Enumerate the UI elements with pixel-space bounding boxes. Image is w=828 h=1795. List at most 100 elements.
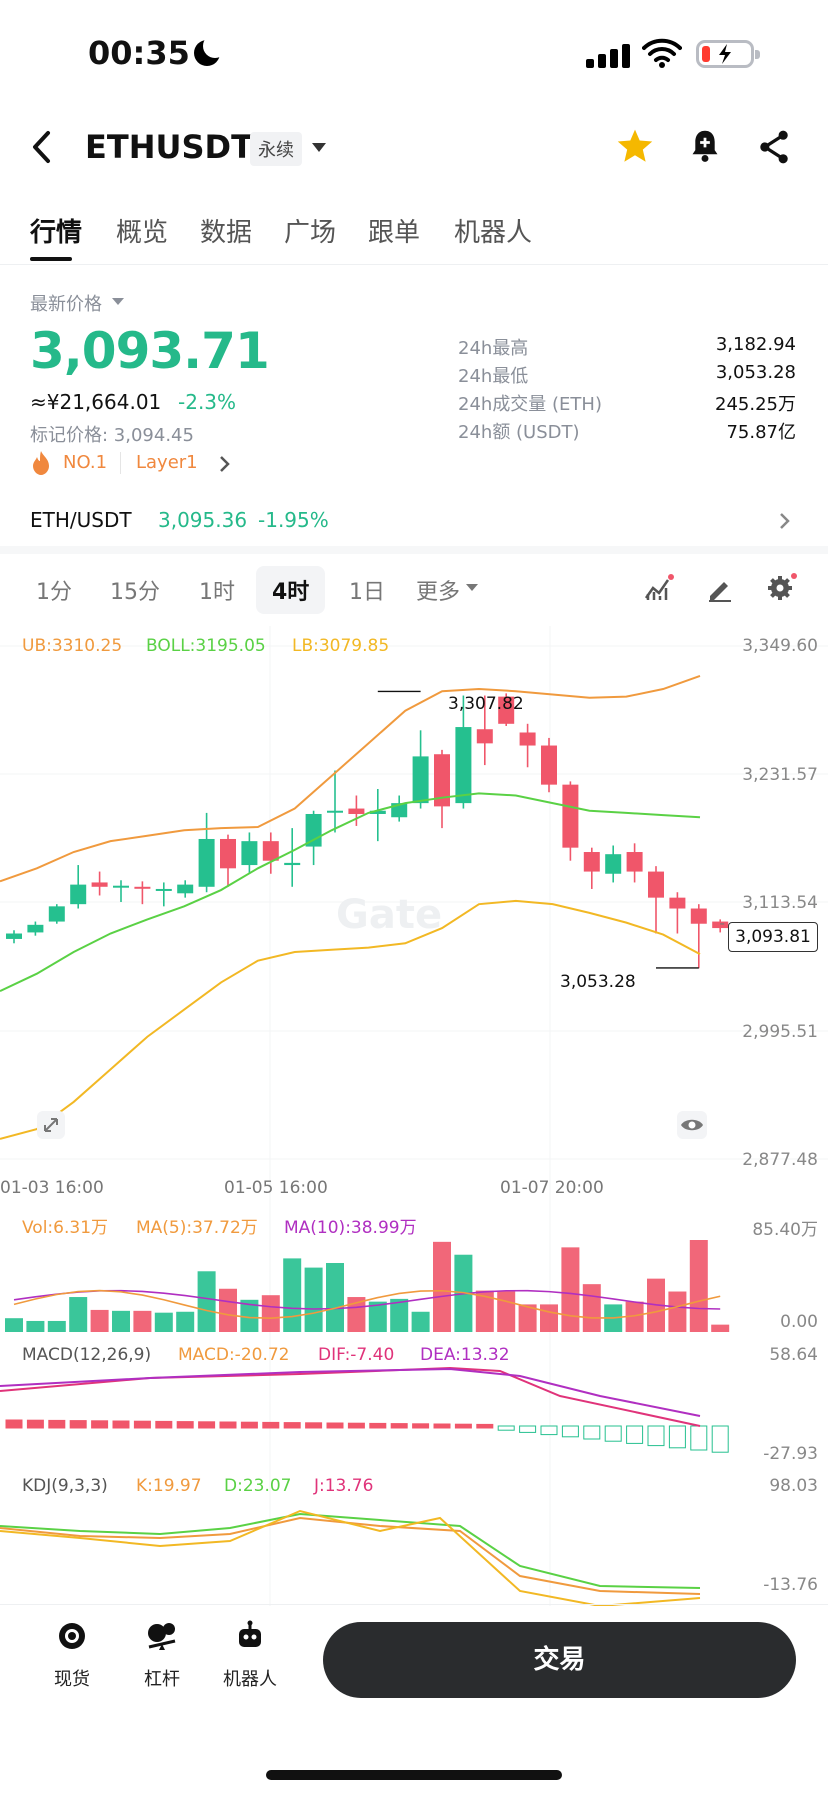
tab-bot[interactable]: 机器人	[454, 218, 533, 248]
candle-body	[155, 888, 172, 891]
visibility-eye-icon[interactable]	[676, 1110, 708, 1140]
spot-pair[interactable]: ETH/USDT	[30, 508, 132, 532]
watermark-logo: Gate	[336, 892, 443, 938]
volume-bar	[390, 1298, 409, 1332]
candle-body	[498, 696, 515, 724]
boll-mid-label: BOLL:3195.05	[146, 636, 266, 656]
macd-histogram-bar	[262, 1421, 280, 1429]
candle-body	[220, 838, 236, 869]
candle-body	[541, 745, 557, 785]
active-tab-indicator	[30, 257, 72, 261]
more-dropdown-icon[interactable]	[466, 584, 478, 591]
volume-bar	[133, 1310, 152, 1332]
tf-1d[interactable]: 1日	[349, 580, 385, 605]
volume-bar	[540, 1304, 558, 1332]
back-arrow-icon[interactable]	[30, 130, 54, 164]
volume-bar	[433, 1241, 451, 1332]
sector-badge[interactable]: Layer1	[136, 452, 198, 473]
kdj-k-line	[0, 1516, 701, 1595]
candle-body	[241, 841, 258, 866]
trade-button[interactable]: 交易	[323, 1622, 796, 1698]
candle-body	[583, 852, 600, 872]
candle-body	[690, 908, 707, 924]
nav-margin-label: 杠杆	[144, 1669, 180, 1690]
boll-ub-label: UB:3310.25	[22, 636, 123, 656]
price-type-dropdown-icon[interactable]	[112, 298, 124, 305]
candle-body	[6, 933, 22, 939]
pair-dropdown-icon[interactable]	[312, 143, 326, 152]
macd-histogram-bar	[155, 1420, 173, 1429]
tab-market[interactable]: 行情	[30, 218, 83, 248]
macd-histogram-bar	[647, 1425, 665, 1447]
macd-histogram-bar	[540, 1425, 558, 1436]
tab-square[interactable]: 广场	[284, 218, 337, 248]
macd-dif-line	[0, 1366, 701, 1427]
kdj-axis-max: 98.03	[769, 1476, 818, 1496]
tab-data[interactable]: 数据	[200, 218, 253, 248]
volume-bar	[475, 1290, 494, 1332]
vol-axis-min: 0.00	[780, 1312, 818, 1332]
indicators-icon[interactable]	[644, 574, 674, 602]
fullscreen-expand-icon[interactable]	[36, 1110, 66, 1140]
stat-low-value: 3,053.28	[715, 362, 796, 383]
nav-margin[interactable]: 杠杆	[122, 1620, 202, 1691]
tf-15m[interactable]: 15分	[110, 580, 160, 605]
macd-histogram-bar	[412, 1423, 430, 1429]
stat-volume-value: 245.25万	[715, 394, 796, 415]
battery-icon	[696, 40, 760, 68]
favorite-star-icon[interactable]	[616, 128, 654, 164]
macd-axis-min: -27.93	[763, 1444, 818, 1464]
boll-upper-band	[0, 675, 701, 883]
volume-bar	[240, 1299, 259, 1332]
volume-bar	[5, 1318, 23, 1332]
home-indicator	[266, 1770, 562, 1780]
candle-body	[48, 906, 65, 922]
stat-turnover-label: 24h额 (USDT)	[458, 422, 580, 443]
volume-bar	[689, 1240, 708, 1332]
pair-title[interactable]: ETHUSDT	[85, 128, 253, 166]
tf-more[interactable]: 更多	[416, 580, 461, 605]
chevron-right-icon[interactable]	[218, 455, 230, 473]
volume-bar	[711, 1324, 730, 1332]
tab-overview[interactable]: 概览	[116, 218, 169, 248]
tf-4h[interactable]: 4时	[256, 566, 326, 614]
section-divider	[0, 546, 828, 554]
candle-body	[70, 884, 87, 905]
bottom-divider	[0, 1604, 828, 1605]
share-icon[interactable]	[758, 130, 790, 164]
macd-histogram-bar	[668, 1425, 686, 1449]
price-chart[interactable]	[0, 626, 828, 1606]
kdj-j-line	[0, 1509, 701, 1606]
tf-1m[interactable]: 1分	[36, 580, 72, 605]
kdj-j: J:13.76	[314, 1476, 374, 1496]
macd-histogram-bar	[690, 1425, 708, 1451]
candle-body	[177, 884, 194, 894]
nav-bot[interactable]: 机器人	[210, 1620, 290, 1691]
spot-change: -1.95%	[258, 508, 329, 532]
macd-histogram-bar	[626, 1425, 644, 1444]
candle-body	[412, 756, 429, 804]
tab-copy-trade[interactable]: 跟单	[368, 218, 421, 248]
volume-bar	[90, 1309, 109, 1332]
volume-bar	[261, 1295, 280, 1332]
tf-1h[interactable]: 1时	[199, 580, 235, 605]
rank-badge[interactable]: NO.1	[63, 452, 108, 473]
macd-histogram-bar	[433, 1423, 451, 1429]
macd-histogram-bar	[198, 1421, 216, 1429]
candle-body	[327, 810, 343, 813]
volume-bar	[518, 1304, 537, 1332]
macd-histogram-bar	[326, 1422, 344, 1429]
candle-body	[648, 871, 664, 898]
macd-histogram-bar	[604, 1425, 622, 1442]
latest-price-label[interactable]: 最新价格	[30, 294, 102, 315]
spot-chevron-icon[interactable]	[778, 512, 790, 530]
price-alert-bell-icon[interactable]	[688, 128, 722, 164]
nav-spot[interactable]: 现货	[32, 1620, 112, 1691]
macd-label: MACD(12,26,9)	[22, 1345, 152, 1365]
macd-histogram-bar	[5, 1419, 23, 1429]
candle-body	[669, 897, 686, 909]
macd-histogram-bar	[347, 1422, 365, 1429]
chart-settings-gear-icon[interactable]	[766, 572, 798, 602]
vol-ma10-line	[13, 1289, 721, 1310]
draw-tool-icon[interactable]	[706, 574, 734, 602]
